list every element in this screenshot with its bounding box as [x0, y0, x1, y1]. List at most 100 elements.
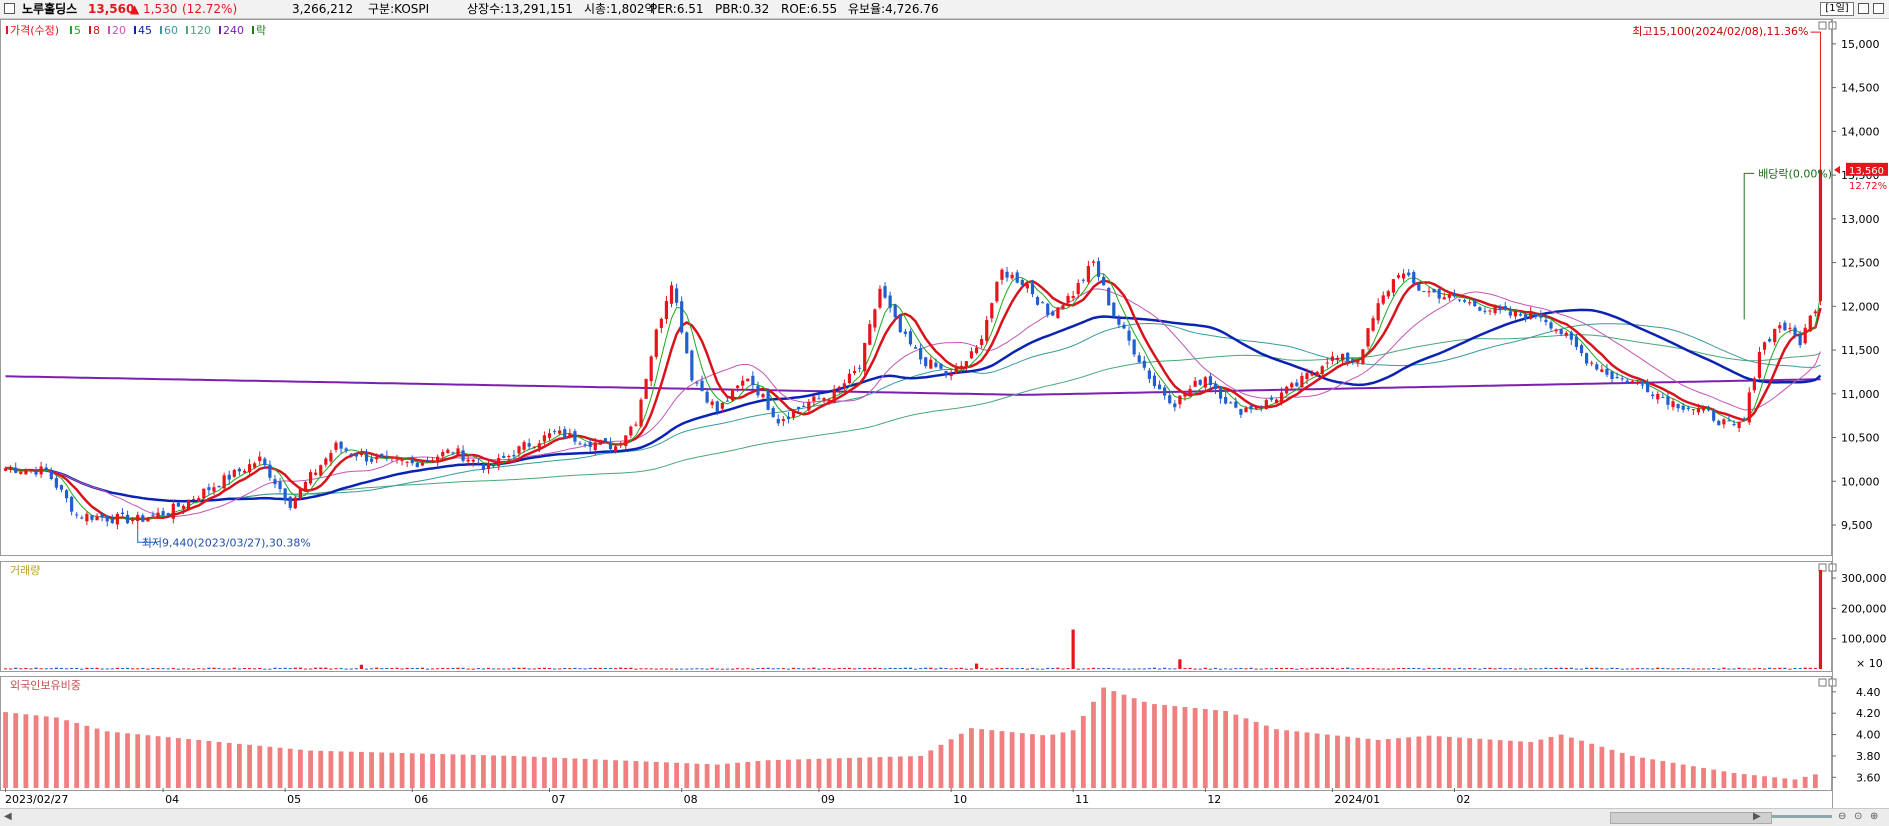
candle-body — [1244, 407, 1248, 413]
foreign-ownership-bar — [1080, 716, 1086, 788]
volume-bar — [268, 668, 272, 670]
foreign-ownership-bar — [450, 754, 456, 788]
foreign-ownership-bar — [1040, 735, 1046, 788]
foreign-ownership-bar — [420, 753, 425, 788]
candle-body — [115, 513, 119, 525]
volume-bar — [1305, 668, 1309, 670]
candle-body — [9, 467, 13, 470]
foreign-ownership-bar — [165, 737, 171, 788]
foreign-ownership-bar — [1202, 709, 1208, 788]
scroll-left-icon[interactable]: ◀ — [4, 811, 12, 822]
close-icon[interactable] — [1873, 3, 1884, 14]
volume-bar — [1813, 668, 1817, 670]
candle-body — [1742, 418, 1746, 420]
candle-body — [1579, 345, 1584, 354]
volume-bar — [1244, 668, 1248, 670]
volume-bar — [415, 668, 419, 670]
volume-bar — [1600, 668, 1604, 670]
volume-bar — [1076, 668, 1080, 670]
volume-bar — [908, 667, 913, 669]
volume-bar — [781, 668, 785, 670]
foreign-ownership-bar — [104, 731, 110, 788]
candle-body — [934, 362, 938, 367]
foreign-ownership-bar — [216, 741, 222, 788]
volume-bar — [669, 668, 674, 670]
volume-bar — [1686, 668, 1690, 670]
candle-body — [1198, 379, 1202, 385]
zoom-slider[interactable] — [1772, 815, 1832, 818]
volume-bar — [1346, 667, 1350, 669]
window-menu-icon[interactable] — [4, 3, 15, 14]
candle-body — [730, 389, 735, 401]
candle-body — [120, 512, 125, 514]
panel-minimize-icon[interactable] — [1818, 678, 1827, 687]
candle-body — [298, 488, 303, 499]
candle-body — [1071, 295, 1075, 298]
stock-chart[interactable]: 9,500 10,000 10,500 11,000 11,500 12,000 12,50… — [0, 19, 1889, 808]
foreign-ownership-bar — [806, 759, 812, 788]
minimize-icon[interactable] — [1858, 3, 1869, 14]
zoom-reset-icon[interactable]: ⊙ — [1854, 811, 1863, 822]
volume-bar — [171, 668, 175, 670]
scroll-thumb[interactable] — [1610, 812, 1772, 824]
volume-bar — [1696, 668, 1701, 670]
last-change-pct-label: 12.72% — [1849, 181, 1887, 192]
candle-body — [1340, 353, 1345, 360]
candle-body — [34, 471, 38, 475]
candle-body — [771, 408, 775, 418]
candle-body — [680, 301, 684, 333]
candle-body — [1234, 401, 1238, 408]
volume-bar — [364, 668, 369, 670]
foreign-ownership-bar — [1507, 740, 1513, 788]
candle-body — [573, 431, 577, 442]
foreign-ownership-bar — [501, 755, 507, 788]
candle-body — [288, 496, 292, 508]
foreign-ownership-bar — [1263, 725, 1269, 788]
legend-swatch — [6, 26, 8, 34]
volume-bar — [400, 668, 404, 670]
candle-body — [598, 440, 602, 445]
foreign-ownership-bar — [348, 751, 354, 788]
candle-body — [410, 459, 414, 464]
candle-body — [1666, 396, 1670, 405]
zoom-out-icon[interactable]: ⊖ — [1838, 811, 1847, 822]
candle-body — [1157, 384, 1162, 390]
chart-scrollbar[interactable]: ◀ ▶ ⊖ ⊙ ⊕ — [0, 808, 1889, 826]
foreign-ownership-bar — [1589, 743, 1595, 788]
candle-body — [425, 460, 430, 462]
volume-bar — [1493, 668, 1497, 670]
panel-minimize-icon[interactable] — [1818, 563, 1827, 572]
panel-minimize-icon[interactable] — [1818, 21, 1827, 30]
volume-bar — [1015, 668, 1019, 670]
zoom-in-icon[interactable]: ⊕ — [1870, 811, 1879, 822]
foreign-ownership-bar — [877, 757, 883, 788]
volume-bar — [664, 668, 669, 670]
candle-body — [171, 503, 175, 519]
foreign-ownership-bar — [1477, 738, 1483, 788]
candle-body — [400, 460, 404, 462]
scroll-right-icon[interactable]: ▶ — [1753, 811, 1761, 822]
volume-bar — [629, 667, 633, 669]
candle-body — [486, 462, 491, 469]
candle-body — [29, 469, 33, 472]
candle-body — [461, 450, 465, 461]
foreign-ownership-bar — [94, 728, 100, 788]
candle-body — [1457, 299, 1462, 301]
volume-tick-label: 300,000 — [1841, 572, 1887, 585]
foreign-ownership-bar — [470, 754, 476, 788]
candle-body — [329, 453, 333, 462]
candle-body — [1686, 407, 1690, 409]
volume-bar — [1198, 668, 1202, 670]
candle-body — [1701, 406, 1706, 411]
foreign-ownership-bar — [1060, 732, 1066, 788]
candle-body — [273, 479, 277, 485]
volume-bar — [746, 668, 750, 670]
volume-bar — [919, 668, 923, 670]
candle-body — [522, 442, 526, 450]
candle-body — [1783, 322, 1787, 331]
foreign-ownership-bar — [1101, 687, 1107, 788]
period-button[interactable]: [1일] — [1820, 2, 1854, 16]
volume-bar — [486, 667, 491, 669]
volume-bar — [95, 667, 99, 669]
volume-bar — [1468, 668, 1472, 670]
